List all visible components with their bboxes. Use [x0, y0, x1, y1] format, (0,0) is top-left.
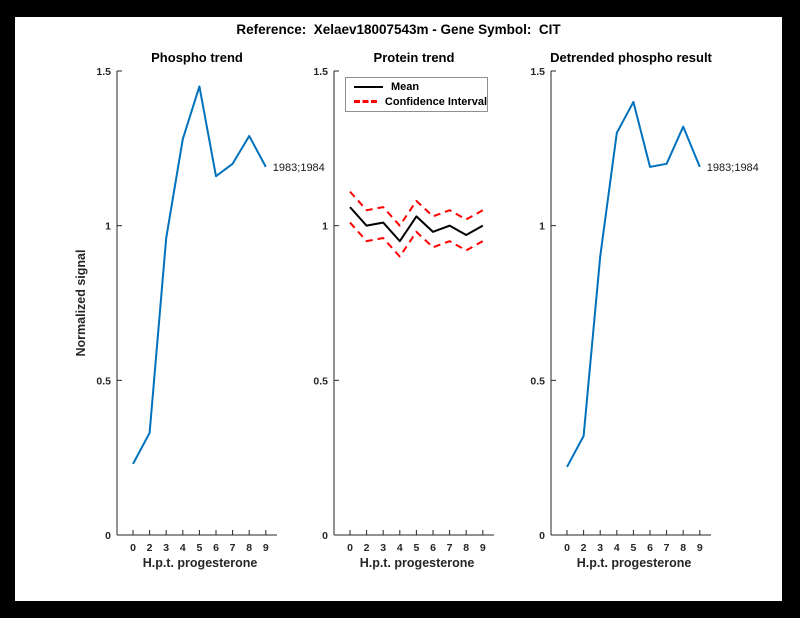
x-tick-label: 5	[196, 542, 202, 554]
series-line-phospho-signal	[132, 85, 267, 465]
x-tick-label: 6	[647, 542, 653, 554]
y-tick-label: 0	[105, 530, 111, 542]
x-tick-label: 8	[463, 542, 469, 554]
endpoint-label: 1983;1984	[707, 162, 759, 174]
x-tick-label: 6	[213, 542, 219, 554]
subplot-protein-trend: 00.511.50 2 3 4 5 6 7 8 9	[313, 66, 494, 554]
y-tick-label: 1.5	[96, 66, 111, 78]
x-tick-label: 0	[347, 542, 353, 554]
mean-line-sample-icon	[354, 86, 383, 89]
series-line-detrended-phospho-signal	[566, 100, 701, 468]
x-axis-label-phospho: H.p.t. progesterone	[142, 556, 258, 570]
x-tick-label: 4	[180, 542, 186, 554]
figure-canvas: Reference: Xelaev18007543m - Gene Symbol…	[15, 17, 782, 601]
x-axis-label-detrended: H.p.t. progesterone	[576, 556, 692, 570]
plot-title-phospho-trend: Phospho trend	[151, 50, 243, 65]
y-tick-label: 0	[539, 530, 545, 542]
x-tick-label: 7	[447, 542, 453, 554]
x-tick-label: 9	[697, 542, 703, 554]
x-tick-label: 5	[630, 542, 636, 554]
legend-label-confidence-interval: Confidence Interval	[384, 95, 487, 108]
legend-label-mean: Mean	[391, 81, 420, 94]
x-tick-label: 3	[597, 542, 603, 554]
y-tick-label: 0.5	[313, 375, 328, 387]
x-tick-label: 2	[147, 542, 153, 554]
plot-title-protein-trend: Protein trend	[373, 50, 455, 65]
confidence-interval-line-sample-icon	[354, 100, 377, 104]
y-tick-label: 0.5	[530, 375, 545, 387]
y-tick-label: 0	[322, 530, 328, 542]
x-tick-label: 9	[480, 542, 486, 554]
x-tick-label: 3	[163, 542, 169, 554]
x-tick-label: 3	[380, 542, 386, 554]
series-line-confidence-interval-upper	[349, 190, 484, 227]
legend-row-mean: Mean	[346, 81, 487, 93]
figure-title: Reference: Xelaev18007543m - Gene Symbol…	[236, 22, 561, 37]
y-tick-label: 1	[322, 221, 328, 233]
x-tick-label: 8	[246, 542, 252, 554]
series-line-confidence-interval-lower	[349, 221, 484, 258]
y-tick-label: 1	[539, 221, 545, 233]
legend-row-confidence-interval: Confidence Interval	[346, 96, 487, 108]
x-tick-label: 2	[364, 542, 370, 554]
y-tick-label: 1.5	[530, 66, 545, 78]
x-axis-label-protein: H.p.t. progesterone	[359, 556, 475, 570]
endpoint-label: 1983;1984	[273, 162, 325, 174]
x-tick-label: 0	[564, 542, 570, 554]
y-axis-label: Normalized signal	[74, 249, 88, 357]
plot-title-detrended-phospho: Detrended phospho result	[550, 50, 712, 65]
y-tick-label: 1.5	[313, 66, 328, 78]
x-tick-label: 6	[430, 542, 436, 554]
x-tick-label: 2	[581, 542, 587, 554]
x-tick-label: 4	[397, 542, 403, 554]
y-tick-label: 0.5	[96, 375, 111, 387]
legend: Mean Confidence Interval	[345, 77, 488, 112]
x-tick-label: 4	[614, 542, 620, 554]
x-tick-label: 8	[680, 542, 686, 554]
x-tick-label: 5	[413, 542, 419, 554]
x-tick-label: 9	[263, 542, 269, 554]
y-tick-label: 1	[105, 221, 111, 233]
series-line-mean	[349, 206, 484, 243]
x-tick-label: 7	[230, 542, 236, 554]
x-tick-label: 7	[664, 542, 670, 554]
x-tick-label: 0	[130, 542, 136, 554]
